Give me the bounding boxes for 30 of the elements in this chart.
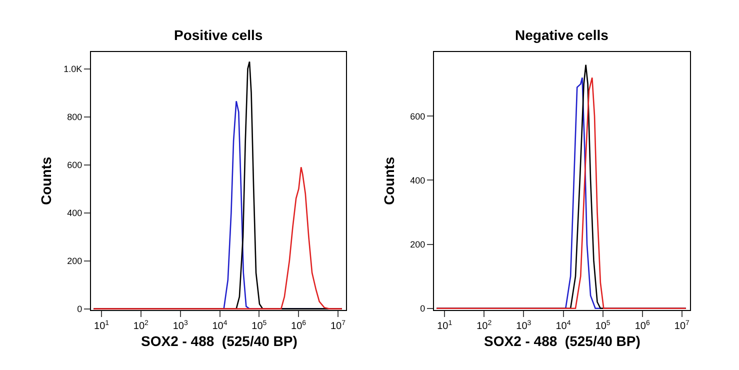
y-tick-label: 200 bbox=[410, 239, 426, 250]
x-tick-label: 10$^{7}$ bbox=[674, 320, 690, 332]
x-tick-label: 10$^{6}$ bbox=[291, 320, 306, 332]
y-tick-label: 0 bbox=[77, 304, 82, 314]
x-tick-label: 10$^{6}$ bbox=[634, 320, 650, 332]
y-tick-label: 0 bbox=[420, 304, 426, 314]
x-tick-label: 10$^{3}$ bbox=[516, 320, 532, 332]
x-tick-label: 10$^{2}$ bbox=[133, 320, 149, 332]
x-tick-label: 10$^{4}$ bbox=[212, 320, 228, 332]
x-axis-title: SOX2 - 488 (525/40 BP) bbox=[141, 333, 298, 349]
x-axis-title: SOX2 - 488 (525/40 BP) bbox=[484, 333, 640, 349]
chart-title: Negative cells bbox=[515, 27, 609, 43]
y-axis-title: Counts bbox=[381, 156, 397, 205]
x-tick-label: 10$^{5}$ bbox=[252, 320, 267, 332]
y-tick-label: 1.0K bbox=[64, 64, 82, 74]
x-tick-label: 10$^{1}$ bbox=[94, 320, 110, 332]
x-tick-label: 10$^{7}$ bbox=[330, 320, 346, 332]
y-tick-label: 800 bbox=[67, 112, 82, 122]
x-tick-label: 10$^{2}$ bbox=[476, 320, 492, 332]
y-tick-label: 400 bbox=[410, 175, 426, 186]
x-tick-label: 10$^{4}$ bbox=[556, 320, 571, 332]
y-tick-label: 200 bbox=[67, 256, 82, 266]
y-tick-label: 400 bbox=[67, 208, 82, 218]
y-axis-title: Counts bbox=[38, 156, 54, 205]
x-tick-label: 10$^{1}$ bbox=[437, 320, 452, 332]
x-tick-label: 10$^{3}$ bbox=[172, 320, 188, 332]
chart-title: Positive cells bbox=[174, 27, 263, 43]
y-tick-label: 600 bbox=[410, 111, 426, 122]
y-tick-label: 600 bbox=[67, 160, 82, 170]
x-tick-label: 10$^{5}$ bbox=[595, 320, 610, 332]
